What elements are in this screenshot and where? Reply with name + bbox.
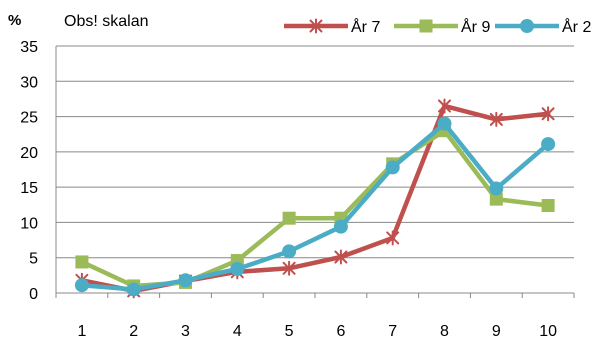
x-tick-label: 5 — [285, 323, 294, 340]
series-line — [79, 121, 551, 292]
x-tick-label: 9 — [492, 323, 501, 340]
data-point — [489, 181, 504, 196]
data-point — [282, 244, 297, 259]
data-point — [230, 262, 245, 277]
y-tick-label: 25 — [20, 110, 38, 127]
data-point — [178, 273, 193, 288]
legend-label: År 2 — [562, 17, 591, 36]
data-point — [74, 278, 89, 293]
y-tick-label: 20 — [20, 145, 38, 162]
data-point — [334, 249, 348, 265]
data-point — [438, 98, 451, 114]
data-point — [385, 160, 400, 175]
data-point — [541, 198, 555, 212]
gridlines — [56, 45, 574, 259]
data-point — [541, 106, 555, 122]
x-tick-label: 4 — [233, 323, 242, 340]
legend-entry-2: År 9 — [394, 17, 490, 36]
x-tick-label: 8 — [440, 323, 449, 340]
x-tick-label: 1 — [77, 323, 86, 340]
data-point — [541, 137, 556, 152]
series-3 — [74, 116, 556, 297]
data-point — [75, 255, 89, 269]
axes: 0 5 10 15 20 25 30 35 1 2 3 4 5 6 7 8 9 10 — [20, 39, 575, 340]
y-tick-label: 15 — [20, 180, 38, 197]
legend-entry-3: År 2 — [495, 17, 591, 36]
y-tick-label: 0 — [29, 286, 38, 303]
x-tick-label: 2 — [129, 323, 138, 340]
legend: År 7 År 9 År 2 — [284, 17, 591, 36]
data-point — [489, 111, 503, 127]
data-point — [489, 192, 503, 206]
legend-marker — [520, 19, 534, 33]
x-tick-label: 10 — [539, 323, 557, 340]
data-point — [333, 219, 348, 234]
y-tick-label: 5 — [29, 251, 38, 268]
scale-note-annotation: Obs! skalan — [64, 13, 148, 30]
legend-entry-1: År 7 — [284, 17, 380, 36]
legend-label: År 9 — [461, 17, 490, 36]
x-tick-label: 6 — [336, 323, 345, 340]
data-series — [74, 98, 556, 299]
data-point — [282, 211, 296, 225]
data-point — [437, 116, 452, 131]
series-2 — [75, 124, 555, 293]
series-line — [79, 103, 551, 294]
y-tick-label: 30 — [20, 74, 38, 91]
legend-marker — [419, 19, 433, 33]
x-tick-label: 7 — [388, 323, 397, 340]
data-point — [282, 260, 296, 276]
data-point — [126, 282, 141, 297]
legend-marker — [309, 18, 323, 34]
y-tick-label: 35 — [20, 39, 38, 56]
y-tick-label: 10 — [20, 215, 38, 232]
y-axis-unit-label: % — [8, 12, 21, 29]
series-1 — [75, 98, 555, 299]
legend-label: År 7 — [351, 17, 380, 36]
data-point — [386, 230, 400, 246]
x-tick-label: 3 — [181, 323, 190, 340]
